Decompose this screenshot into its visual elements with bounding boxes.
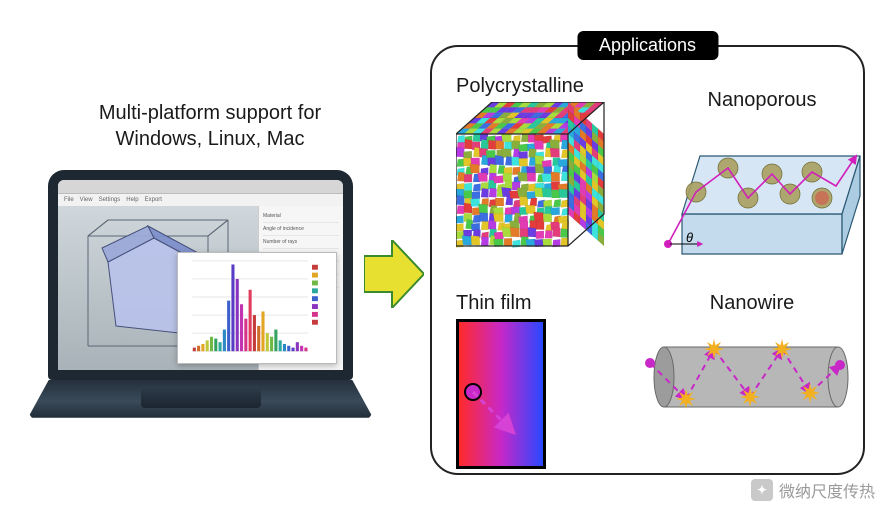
cell-polycrystalline: Polycrystalline (456, 75, 646, 257)
wechat-icon: ✦ (751, 479, 773, 501)
thinfilm-graphic (456, 319, 546, 469)
watermark: ✦ 微纳尺度传热 (751, 478, 875, 502)
app-menubar: FileViewSettingsHelpExport (58, 194, 343, 206)
title-polycrystalline: Polycrystalline (456, 75, 646, 98)
cell-nanowire: Nanowire (642, 292, 862, 454)
app-titlebar (58, 180, 343, 194)
laptop-illustration: FileViewSettingsHelpExport MaterialAngle… (28, 170, 373, 430)
svg-text:θ: θ (686, 230, 693, 245)
watermark-text: 微纳尺度传热 (779, 478, 875, 502)
title-thinfilm: Thin film (456, 292, 646, 315)
platform-caption: Multi-platform support for Windows, Linu… (60, 100, 360, 152)
polycrystalline-graphic (456, 102, 606, 252)
chart-popup (177, 252, 337, 364)
laptop-screen: FileViewSettingsHelpExport MaterialAngle… (48, 170, 353, 380)
nanoporous-graphic: θ (662, 126, 862, 266)
applications-panel: Applications Polycrystalline Nanoporous … (430, 45, 865, 475)
title-nanoporous: Nanoporous (662, 89, 862, 112)
title-nanowire: Nanowire (642, 292, 862, 315)
applications-badge: Applications (577, 31, 718, 60)
cell-nanoporous: Nanoporous θ (662, 89, 862, 271)
arrow-icon (364, 240, 424, 308)
laptop-base (28, 380, 373, 430)
caption-line2: Windows, Linux, Mac (116, 128, 305, 150)
caption-line1: Multi-platform support for (99, 102, 321, 124)
nanowire-graphic (642, 319, 862, 449)
cell-thinfilm: Thin film (456, 292, 646, 469)
